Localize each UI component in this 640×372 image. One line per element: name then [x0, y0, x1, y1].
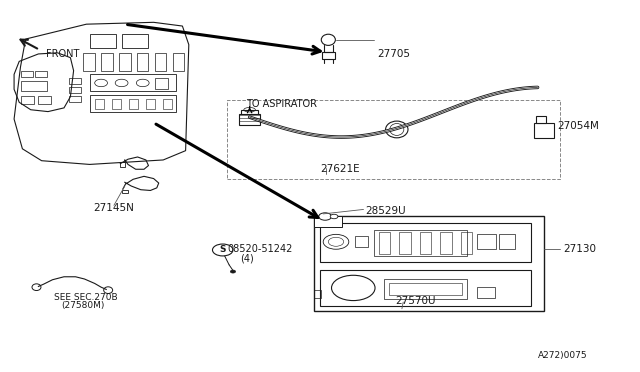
- Circle shape: [330, 214, 338, 219]
- Bar: [146, 99, 155, 109]
- Bar: [355, 236, 368, 247]
- Text: 28529U: 28529U: [365, 206, 405, 216]
- Text: S: S: [220, 246, 226, 254]
- Bar: [440, 232, 452, 254]
- Bar: [69, 78, 81, 84]
- Bar: [95, 99, 104, 109]
- Bar: [314, 216, 342, 227]
- Text: 27145N: 27145N: [93, 203, 134, 213]
- Bar: [499, 234, 515, 249]
- Bar: [35, 71, 47, 77]
- Ellipse shape: [385, 121, 408, 138]
- Bar: [389, 283, 462, 295]
- Bar: [101, 53, 113, 71]
- Bar: [155, 53, 166, 71]
- Bar: [83, 53, 95, 71]
- Bar: [241, 110, 258, 117]
- Bar: [420, 232, 431, 254]
- Text: 08520-51242: 08520-51242: [227, 244, 292, 254]
- Bar: [322, 52, 335, 59]
- Bar: [314, 290, 321, 298]
- Bar: [122, 190, 128, 193]
- Bar: [112, 99, 121, 109]
- Bar: [384, 279, 467, 299]
- Bar: [129, 99, 138, 109]
- Bar: [21, 81, 47, 91]
- Text: A272)0075: A272)0075: [538, 351, 588, 360]
- Bar: [38, 96, 51, 104]
- Circle shape: [230, 270, 236, 273]
- Ellipse shape: [104, 287, 113, 294]
- Bar: [227, 100, 560, 179]
- Text: SEE SEC.270B: SEE SEC.270B: [54, 293, 118, 302]
- Bar: [379, 232, 390, 254]
- Ellipse shape: [332, 275, 375, 301]
- Bar: [90, 74, 176, 91]
- Bar: [461, 232, 472, 254]
- Circle shape: [212, 244, 233, 256]
- Bar: [21, 71, 33, 77]
- Text: 27054M: 27054M: [557, 122, 598, 131]
- Bar: [477, 287, 495, 298]
- Bar: [69, 96, 81, 102]
- Text: 27621E: 27621E: [320, 164, 360, 174]
- Circle shape: [319, 213, 332, 220]
- Circle shape: [323, 234, 349, 249]
- Text: 27130: 27130: [563, 244, 596, 254]
- Bar: [137, 53, 148, 71]
- Bar: [21, 96, 34, 104]
- Text: (4): (4): [240, 254, 253, 263]
- Bar: [122, 34, 148, 48]
- Bar: [536, 116, 546, 123]
- Ellipse shape: [32, 284, 41, 291]
- Bar: [239, 114, 260, 125]
- Bar: [477, 234, 496, 249]
- Bar: [69, 87, 81, 93]
- Bar: [155, 78, 168, 89]
- Bar: [120, 162, 125, 167]
- Text: 27570U: 27570U: [396, 296, 436, 305]
- Bar: [320, 223, 531, 262]
- Bar: [534, 123, 554, 138]
- Bar: [90, 34, 116, 48]
- Bar: [90, 95, 176, 112]
- Bar: [173, 53, 184, 71]
- Bar: [163, 99, 172, 109]
- Bar: [314, 216, 544, 311]
- Text: 27705: 27705: [378, 49, 411, 59]
- Bar: [320, 270, 531, 306]
- Bar: [399, 232, 411, 254]
- Text: FRONT: FRONT: [46, 49, 79, 59]
- Text: (27580M): (27580M): [61, 301, 104, 310]
- Bar: [119, 53, 131, 71]
- Text: TO ASPIRATOR: TO ASPIRATOR: [246, 99, 317, 109]
- Bar: [374, 230, 467, 256]
